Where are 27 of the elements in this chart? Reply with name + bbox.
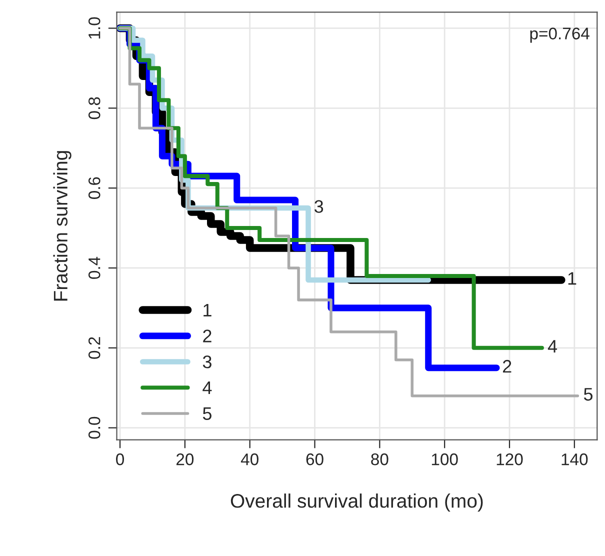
x-tick-label: 60 <box>306 453 324 466</box>
legend-label: 1 <box>204 304 212 316</box>
x-tick-label: 20 <box>176 453 194 466</box>
x-tick-label: 120 <box>496 453 523 466</box>
x-tick-label: 80 <box>371 453 388 466</box>
x-tick-label: 40 <box>240 453 258 466</box>
y-tick-label: 0.0 <box>88 416 100 439</box>
legend-label: 4 <box>202 382 212 394</box>
legend-label: 5 <box>202 407 212 420</box>
y-tick-label: 0.4 <box>88 256 100 279</box>
y-tick-label: 0.8 <box>88 97 100 120</box>
annotation: 2 <box>502 360 512 373</box>
annotation: 4 <box>548 340 558 353</box>
annotation: p=0.764 <box>530 28 590 43</box>
legend-label: 2 <box>203 330 212 342</box>
annotation: 5 <box>584 388 592 401</box>
y-tick-label: 0.6 <box>88 177 100 199</box>
x-tick-label: 100 <box>432 453 458 466</box>
annotation: 3 <box>314 200 324 213</box>
annotation: 1 <box>568 272 576 285</box>
legend-label: 3 <box>202 355 212 368</box>
x-tick-label: 0 <box>116 453 124 466</box>
x-axis-title: Overall survival duration (mo) <box>230 494 483 512</box>
y-tick-label: 1.0 <box>88 17 100 39</box>
x-tick-label: 140 <box>562 453 588 466</box>
y-axis-title: Fraction surviving <box>53 151 72 301</box>
y-tick-label: 0.2 <box>88 337 100 359</box>
